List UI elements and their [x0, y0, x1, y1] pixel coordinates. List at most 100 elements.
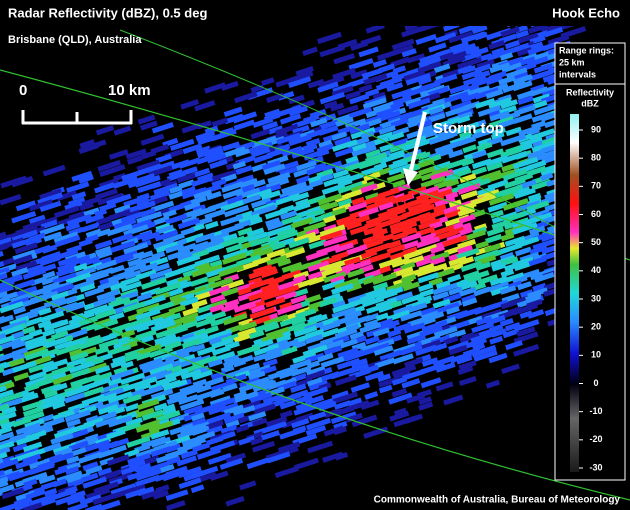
radar-bin: [238, 317, 254, 328]
radar-bin: [136, 343, 162, 357]
radar-bin: [402, 369, 425, 381]
radar-bin: [194, 291, 211, 301]
radar-bin: [82, 461, 99, 471]
radar-bin: [379, 143, 394, 153]
radar-bin: [137, 114, 156, 125]
radar-bin: [458, 214, 476, 224]
radar-bin: [52, 452, 74, 464]
radar-bin: [345, 220, 363, 231]
radar-bin: [11, 210, 37, 224]
radar-bin: [0, 411, 6, 424]
radar-bin: [471, 149, 487, 160]
radar-bin: [471, 24, 488, 35]
radar-bin: [307, 212, 334, 225]
radar-bin: [106, 428, 126, 440]
radar-bin: [0, 434, 6, 446]
radar-bin: [262, 358, 278, 368]
radar-bin: [94, 208, 108, 217]
radar-bin: [350, 358, 368, 368]
radar-bin: [318, 400, 337, 412]
radar-bin: [14, 242, 38, 255]
radar-bin: [85, 465, 103, 475]
radar-bin: [190, 205, 216, 219]
radar-bin: [15, 433, 40, 446]
radar-bin: [120, 211, 145, 224]
radar-bin: [14, 477, 33, 488]
radar-bin: [57, 261, 77, 273]
radar-bin: [372, 227, 388, 238]
radar-bin: [444, 214, 470, 227]
radar-bin: [233, 119, 255, 131]
radar-bin: [50, 488, 77, 501]
radar-bin: [248, 277, 275, 290]
radar-bin: [500, 26, 520, 38]
radar-bin: [209, 171, 232, 183]
radar-bin: [267, 125, 284, 135]
radar-bin: [332, 300, 346, 309]
radar-bin: [25, 237, 43, 247]
radar-bin: [351, 414, 378, 428]
radar-bin: [476, 169, 502, 183]
radar-bin: [107, 377, 123, 387]
radar-bin: [99, 164, 126, 177]
radar-bin: [209, 158, 228, 170]
radar-bin: [365, 88, 380, 98]
radar-bin: [126, 435, 151, 448]
radar-bin: [281, 214, 303, 226]
radar-bin: [1, 257, 15, 267]
radar-bin: [122, 393, 142, 405]
radar-bin: [28, 214, 46, 225]
radar-bin: [401, 240, 420, 251]
radar-bin: [162, 469, 186, 482]
radar-bin: [308, 380, 329, 391]
radar-bin: [501, 62, 522, 74]
radar-bin: [66, 322, 81, 331]
radar-bin: [512, 74, 533, 85]
radar-bin: [277, 104, 302, 117]
radar-bin: [434, 196, 456, 208]
radar-bin: [540, 143, 558, 154]
radar-bin: [182, 268, 200, 278]
radar-bin: [275, 75, 299, 88]
radar-bin: [321, 183, 346, 196]
radar-bin: [330, 275, 345, 285]
radar-bin: [113, 366, 128, 376]
radar-bin: [334, 405, 355, 417]
radar-bin: [290, 294, 308, 305]
radar-bin: [251, 400, 273, 412]
radar-bin: [401, 208, 422, 219]
radar-bin: [95, 416, 118, 428]
radar-bin: [491, 131, 505, 141]
radar-bin: [295, 160, 317, 172]
radar-bin: [11, 238, 32, 249]
radar-bin: [319, 91, 346, 105]
radar-bin: [8, 468, 35, 482]
radar-bin: [456, 306, 483, 320]
radar-bin: [337, 347, 359, 359]
radar-bin: [38, 497, 56, 508]
radar-bin: [306, 194, 327, 206]
radar-bin: [40, 310, 65, 323]
radar-bin: [281, 269, 302, 281]
radar-bin: [275, 123, 299, 136]
radar-bin: [500, 268, 515, 278]
radar-bin: [372, 59, 387, 68]
radar-bin: [176, 455, 198, 467]
radar-bin: [177, 428, 198, 440]
radar-bin: [248, 370, 266, 381]
radar-bin: [456, 167, 472, 177]
radar-bin: [474, 87, 500, 100]
radar-bin: [38, 474, 56, 485]
radar-bin: [23, 334, 47, 347]
radar-bin: [502, 198, 529, 211]
radar-bin: [208, 332, 233, 345]
radar-bin: [274, 172, 291, 182]
radar-bin: [135, 468, 162, 481]
radar-bin: [95, 259, 117, 271]
radar-bin: [22, 441, 43, 453]
radar-bin: [112, 176, 139, 189]
radar-bin: [417, 76, 432, 86]
arrow-shaft: [409, 111, 427, 171]
radar-bin: [374, 136, 390, 146]
radar-bin: [0, 284, 14, 296]
